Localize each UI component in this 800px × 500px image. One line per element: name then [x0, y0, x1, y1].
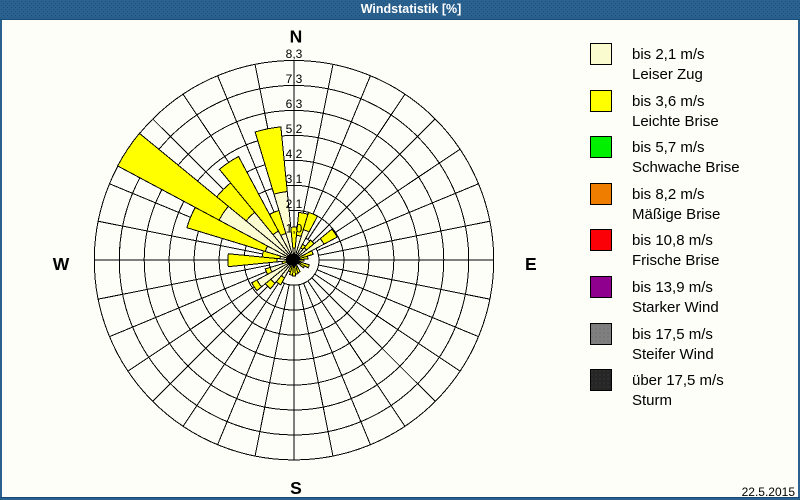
svg-text:6,3: 6,3 [286, 97, 303, 111]
svg-text:1,0: 1,0 [286, 222, 303, 236]
svg-text:3,1: 3,1 [286, 172, 303, 186]
svg-text:W: W [53, 254, 70, 274]
svg-text:7,3: 7,3 [286, 72, 303, 86]
svg-text:8,3: 8,3 [286, 47, 303, 61]
svg-text:22.5.2015: 22.5.2015 [742, 485, 796, 499]
svg-text:4,2: 4,2 [286, 147, 303, 161]
svg-text:S: S [290, 478, 302, 498]
svg-text:2,1: 2,1 [286, 197, 303, 211]
svg-text:E: E [525, 254, 537, 274]
svg-text:5,2: 5,2 [286, 122, 303, 136]
svg-text:N: N [290, 27, 303, 47]
